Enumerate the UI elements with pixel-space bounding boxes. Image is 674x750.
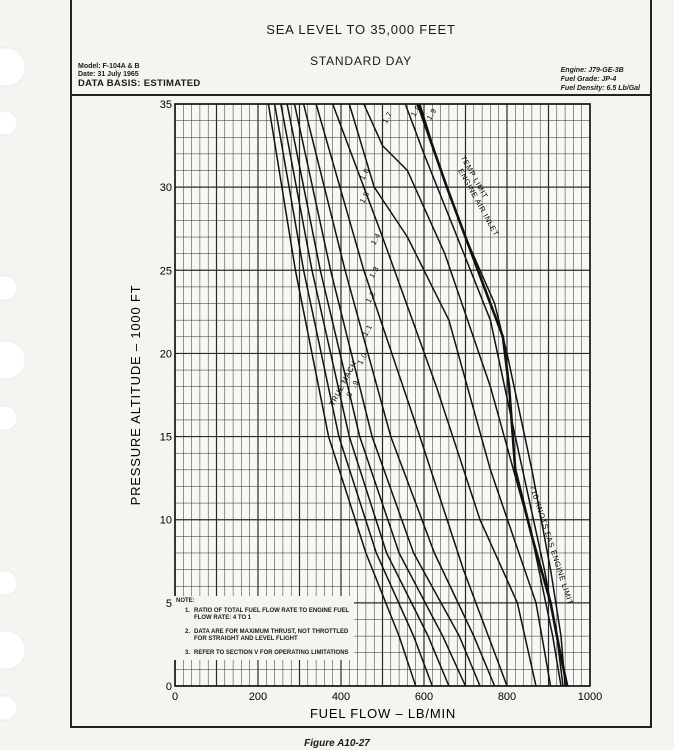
- series-line-1-2: [293, 103, 481, 687]
- binder-hole: [0, 405, 18, 431]
- x-tick-label: 1000: [578, 691, 602, 703]
- x-tick-label: 600: [415, 691, 433, 703]
- y-tick-label: 30: [160, 182, 172, 194]
- engine-label: Engine: J79-GE-3B: [560, 67, 624, 74]
- note-item: 2. DATA ARE FOR MAXIMUM THRUST, NOT THRO…: [176, 629, 351, 644]
- series-line-1-7: [363, 103, 562, 687]
- series-line-1-4: [315, 103, 508, 687]
- note-item: 1. RATIO OF TOTAL FUEL FLOW RATE TO ENGI…: [176, 608, 351, 623]
- x-axis-label: FUEL FLOW – LB/MIN: [310, 706, 456, 721]
- series-line-1-5: [331, 103, 537, 687]
- series-line-8: [267, 103, 417, 687]
- model-info: Model: F-104A & B Date: 31 July 1965 DAT…: [78, 63, 201, 88]
- note-text: DATA ARE FOR MAXIMUM THRUST, NOT THROTTL…: [194, 628, 349, 643]
- series-line-1-6: [348, 103, 552, 687]
- curve-label: .8: [343, 390, 354, 401]
- y-tick-label: 15: [160, 432, 172, 444]
- binder-hole: [0, 275, 18, 301]
- series-line-1-3: [302, 103, 496, 687]
- x-tick-label: 200: [249, 691, 267, 703]
- fuel-density-label: Fuel Density: 6.5 Lb/Gal: [560, 85, 640, 92]
- y-tick-label: 10: [160, 515, 172, 527]
- fuel-grade-label: Fuel Grade: JP-4: [560, 76, 617, 83]
- note-number: 1.: [184, 607, 190, 614]
- figure-frame: SEA LEVEL TO 35,000 FEET STANDARD DAY Mo…: [70, 0, 652, 728]
- chart-subtitle: STANDARD DAY: [310, 54, 412, 68]
- chart-grid: [174, 103, 591, 687]
- series-line-710-knots-eas-engine-limit: [507, 386, 569, 687]
- y-tick-label: 20: [160, 348, 172, 360]
- y-tick-label: 5: [166, 598, 172, 610]
- chart-note: NOTE: 1. RATIO OF TOTAL FUEL FLOW RATE T…: [174, 596, 354, 660]
- chart-title: SEA LEVEL TO 35,000 FEET: [266, 22, 456, 37]
- figure-caption: Figure A10-27: [304, 738, 370, 749]
- chart-curves: [267, 103, 569, 687]
- note-heading: NOTE:: [176, 598, 195, 604]
- y-tick-label: 25: [160, 265, 172, 277]
- binder-hole: [0, 695, 18, 721]
- y-axis-label: PRESSURE ALTITUDE – 1000 FT: [128, 285, 143, 506]
- note-number: 2.: [184, 628, 190, 635]
- series-line-engine-air-inlet-temp-limit: [416, 103, 511, 387]
- figure-header: SEA LEVEL TO 35,000 FEET STANDARD DAY Mo…: [72, 0, 650, 96]
- note-text: REFER TO SECTION V FOR OPERATING LIMITAT…: [194, 649, 349, 656]
- note-text: RATIO OF TOTAL FUEL FLOW RATE TO ENGINE …: [194, 607, 350, 622]
- series-line-1-1: [286, 103, 467, 687]
- binder-hole: [0, 110, 18, 136]
- chart-ticks: 0 200 400 600 800 1000 0 5 10 15 20 25 30 35: [160, 99, 602, 703]
- engine-info: Engine: J79-GE-3B Fuel Grade: JP-4 Fuel …: [561, 66, 640, 93]
- series-line-9: [273, 103, 434, 687]
- x-tick-label: 400: [332, 691, 350, 703]
- curve-label: .9: [349, 378, 360, 389]
- model-label: Model: F-104A & B: [78, 63, 140, 70]
- data-basis-label: DATA BASIS: ESTIMATED: [78, 78, 201, 89]
- binder-hole: [0, 570, 18, 596]
- x-tick-label: 800: [498, 691, 516, 703]
- x-tick-label: 0: [172, 691, 178, 703]
- note-number: 3.: [184, 649, 190, 656]
- note-item: 3. REFER TO SECTION V FOR OPERATING LIMI…: [176, 650, 351, 658]
- series-line-1-0: [280, 103, 450, 687]
- date-label: Date: 31 July 1965: [78, 71, 139, 78]
- plot-border: [174, 103, 591, 687]
- y-tick-label: 35: [160, 99, 172, 111]
- y-tick-label: 0: [166, 681, 172, 693]
